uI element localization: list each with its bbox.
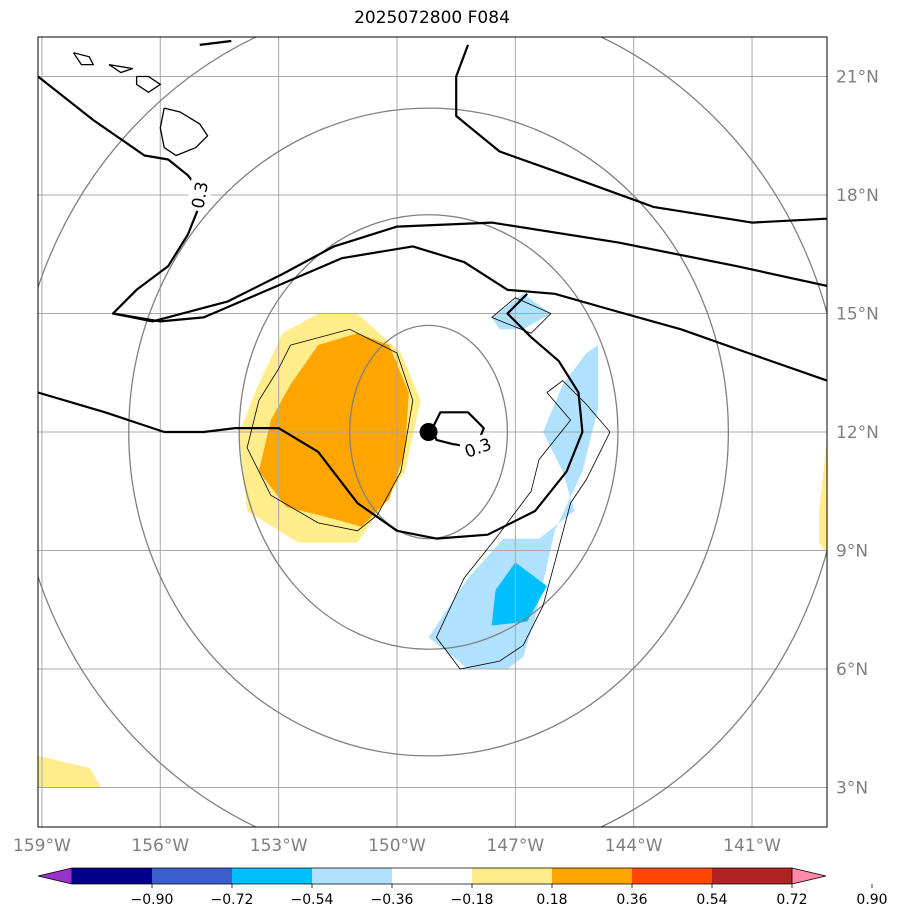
gridlines <box>38 37 827 827</box>
thick-contours <box>38 39 827 540</box>
colorbar-segment <box>232 868 313 884</box>
x-tick-labels: 159°W 156°W 153°W 150°W 147°W 144°W 141°W <box>13 836 781 856</box>
colorbar-label: 0.90 <box>856 892 887 908</box>
plot-frame <box>37 36 828 828</box>
filled-contours <box>38 293 827 788</box>
thick-contour <box>112 245 827 382</box>
filled-region <box>258 333 409 527</box>
thick-contour <box>38 75 827 323</box>
colorbar-label: 0.18 <box>536 892 567 908</box>
colorbar-segment <box>392 868 473 884</box>
y-tick-labels: 3°N 6°N 9°N 12°N 15°N 18°N 21°N <box>836 68 879 799</box>
filled-region <box>491 293 551 330</box>
colorbar-segment <box>712 868 793 884</box>
thin-contours <box>246 297 611 670</box>
chart-title: 2025072800 F084 <box>354 8 510 28</box>
x-tick-label: 153°W <box>250 836 308 856</box>
y-tick-label: 6°N <box>836 660 868 680</box>
colorbar-label: −0.54 <box>291 892 334 908</box>
thin-contour <box>246 328 414 532</box>
hawaii-coastline <box>10 29 209 157</box>
colorbar-label: 0.54 <box>696 892 727 908</box>
colorbar-segment <box>72 868 153 884</box>
thick-contour <box>455 44 827 224</box>
colorbar-segment <box>552 868 633 884</box>
range-ring <box>238 214 619 650</box>
y-tick-label: 18°N <box>836 186 879 206</box>
colorbar-label: −0.90 <box>131 892 174 908</box>
island-outline <box>72 52 95 66</box>
thin-contour <box>435 380 611 670</box>
island-outline <box>159 107 209 157</box>
colorbar-label: −0.36 <box>371 892 414 908</box>
filled-region <box>491 562 547 626</box>
island-outline <box>135 75 162 94</box>
colorbar-label: −0.18 <box>451 892 494 908</box>
island-outline <box>108 63 133 74</box>
x-tick-label: 147°W <box>486 836 544 856</box>
filled-region <box>819 439 827 555</box>
filled-region <box>428 345 599 669</box>
y-tick-label: 12°N <box>836 423 879 443</box>
x-tick-label: 159°W <box>13 836 71 856</box>
x-tick-label: 156°W <box>131 836 189 856</box>
thick-contour <box>38 293 584 540</box>
y-tick-label: 3°N <box>836 779 868 799</box>
x-tick-label: 150°W <box>368 836 426 856</box>
range-rings <box>38 37 827 827</box>
x-tick-label: 141°W <box>723 836 781 856</box>
y-tick-label: 21°N <box>836 68 879 88</box>
y-tick-label: 15°N <box>836 305 879 325</box>
colorbar-extend-low <box>37 867 73 885</box>
x-tick-label: 144°W <box>605 836 663 856</box>
colorbar: −0.90 −0.72 −0.54 −0.36 −0.18 0.18 0.36 0.54 0.7… <box>37 867 888 908</box>
island-outline <box>10 29 30 41</box>
range-ring <box>349 324 509 540</box>
thick-contour <box>199 39 232 46</box>
colorbar-segment <box>312 868 393 884</box>
storm-center-marker <box>419 423 438 441</box>
colorbar-segment <box>472 868 553 884</box>
colorbar-extend-high <box>791 867 827 885</box>
colorbar-label: 0.36 <box>616 892 647 908</box>
contour-label-bg <box>186 177 214 213</box>
y-tick-label: 9°N <box>836 542 868 562</box>
filled-region <box>38 755 102 788</box>
colorbar-segment <box>152 868 233 884</box>
colorbar-segment <box>632 868 713 884</box>
colorbar-label: 0.72 <box>776 892 807 908</box>
range-ring <box>128 107 730 757</box>
contour-label-bg <box>459 431 497 464</box>
contour-label: 0.3 <box>189 180 213 210</box>
colorbar-label: −0.72 <box>211 892 254 908</box>
thin-contour <box>491 297 552 334</box>
